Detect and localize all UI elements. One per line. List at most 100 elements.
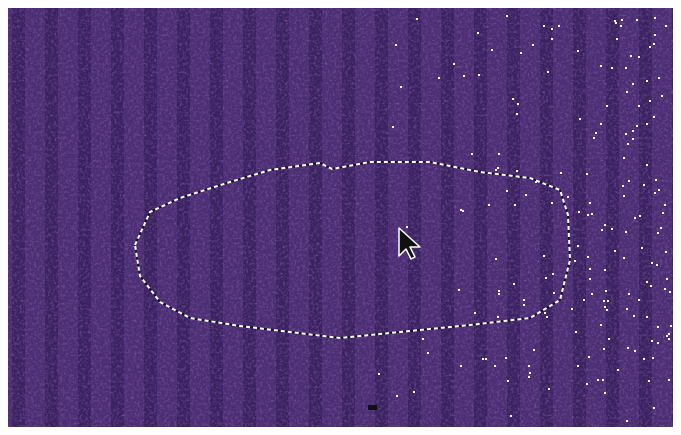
sparkle-dot xyxy=(520,52,522,54)
sparkle-dot xyxy=(392,126,394,128)
sparkle-dot xyxy=(655,179,657,181)
sparkle-dot xyxy=(604,269,606,271)
sparkle-dot xyxy=(620,25,622,27)
sparkle-dot xyxy=(650,285,652,287)
sparkle-dot xyxy=(589,202,591,204)
sparkle-dot xyxy=(406,226,408,228)
sparkle-dot xyxy=(586,173,588,175)
sparkle-dot xyxy=(400,86,402,88)
sparkle-dot xyxy=(513,283,515,285)
sparkle-dot xyxy=(653,116,655,118)
sparkle-dot xyxy=(661,95,663,97)
sparkle-dot xyxy=(567,196,569,198)
sparkle-dot xyxy=(533,349,535,351)
sparkle-dot xyxy=(652,357,654,359)
sparkle-dot xyxy=(639,215,641,217)
sparkle-dot xyxy=(528,376,530,378)
sparkle-dot xyxy=(633,315,635,317)
sparkle-dot xyxy=(611,67,613,69)
sparkle-dot xyxy=(657,342,659,344)
sparkle-dot xyxy=(543,25,545,27)
sparkle-dot xyxy=(488,204,490,206)
sparkle-dot xyxy=(416,18,418,20)
sparkle-dot xyxy=(578,211,580,213)
sparkle-dot xyxy=(588,356,590,358)
sparkle-dot xyxy=(543,255,545,257)
sparkle-dot xyxy=(603,348,605,350)
sparkle-dot xyxy=(651,262,653,264)
sparkle-dot xyxy=(668,379,670,381)
sparkle-dot xyxy=(657,232,659,234)
sparkle-dot xyxy=(460,209,462,211)
sparkle-dot xyxy=(525,194,527,196)
sparkle-dot xyxy=(597,379,599,381)
sparkle-dot xyxy=(571,308,573,310)
sparkle-dot xyxy=(505,357,507,359)
lasso-selection[interactable] xyxy=(133,161,572,340)
sparkle-dot xyxy=(611,228,613,230)
sparkle-dot xyxy=(616,38,618,40)
sparkle-dot xyxy=(627,143,629,145)
sparkle-dot xyxy=(604,306,606,308)
sparkle-dot xyxy=(605,290,607,292)
sparkle-dot xyxy=(623,195,625,197)
sparkle-dot xyxy=(632,130,634,132)
sparkle-dot xyxy=(604,392,606,394)
texture-light xyxy=(8,8,673,427)
sparkle-dot xyxy=(378,373,380,375)
sparkle-dot xyxy=(491,49,493,51)
sparkle-dot xyxy=(658,77,660,79)
sparkle-dot xyxy=(625,67,627,69)
sparkle-dot xyxy=(665,251,667,253)
sparkle-dot xyxy=(396,395,398,397)
sparkle-dot xyxy=(482,358,484,360)
sparkle-dot xyxy=(413,391,415,393)
sparkle-dot xyxy=(528,365,530,367)
sparkle-dot xyxy=(574,260,576,262)
sparkle-dot xyxy=(591,293,593,295)
sparkle-dot xyxy=(477,32,479,34)
sparkle-dot xyxy=(463,75,465,77)
sparkle-dot xyxy=(532,44,534,46)
sparkle-dot xyxy=(603,300,605,302)
sparkle-dot xyxy=(438,77,440,79)
sparkle-dot xyxy=(523,304,525,306)
sparkle-dot xyxy=(485,358,487,360)
sparkle-dot xyxy=(641,247,643,249)
sparkle-dot xyxy=(634,217,636,219)
sparkle-dot xyxy=(668,333,670,335)
sparkle-dot xyxy=(600,324,602,326)
sparkle-dot xyxy=(529,372,531,374)
sparkle-dot xyxy=(551,28,553,30)
sparkle-dot xyxy=(595,132,597,134)
sparkle-dot xyxy=(593,137,595,139)
sparkle-dot xyxy=(636,19,638,21)
sparkle-dot xyxy=(648,380,650,382)
sparkle-dot xyxy=(628,180,630,182)
sparkle-dot xyxy=(544,312,546,314)
sparkle-dot xyxy=(512,98,514,100)
sparkle-dot xyxy=(614,20,616,22)
sparkle-dot xyxy=(547,71,549,73)
sparkle-dot xyxy=(625,133,627,135)
sparkle-dot xyxy=(474,312,476,314)
sparkle-dot xyxy=(630,55,632,57)
sparkle-dot xyxy=(458,289,460,291)
sparkle-dot xyxy=(628,293,630,295)
sparkle-dot xyxy=(646,80,648,82)
sparkle-dot xyxy=(558,25,560,27)
sparkle-dot xyxy=(654,17,656,19)
sparkle-dot xyxy=(646,281,648,283)
mouse-cursor xyxy=(398,227,421,260)
sparkle-dot xyxy=(478,74,480,76)
sparkle-dot xyxy=(577,50,579,52)
sparkle-dot xyxy=(498,293,500,295)
sparkle-dot xyxy=(670,325,672,327)
sparkle-dot xyxy=(626,420,628,422)
sparkle-dot xyxy=(632,138,634,140)
sparkle-dot xyxy=(666,335,668,337)
sparkle-dot xyxy=(614,250,616,252)
sparkle-dot xyxy=(617,369,619,371)
sparkle-dot xyxy=(453,63,455,65)
